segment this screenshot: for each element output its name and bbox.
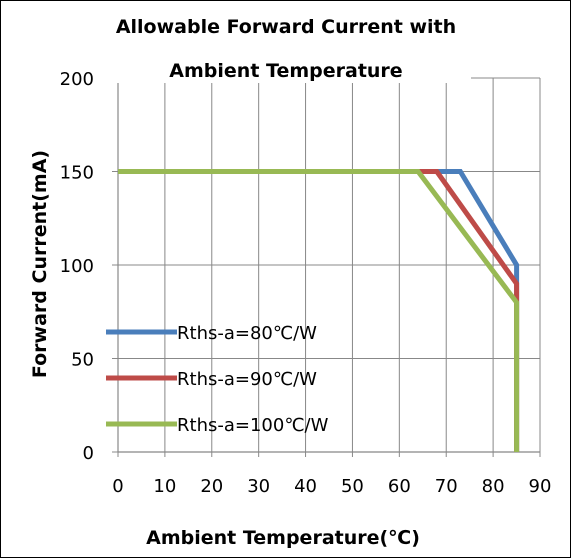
title-backdrop <box>101 61 471 83</box>
y-tick-label-3: 150 <box>60 163 94 184</box>
x-tick-label-8: 80 <box>482 476 505 497</box>
chart-title-line-1: Allowable Forward Current with <box>116 16 456 38</box>
y-tick-label-1: 50 <box>71 350 94 371</box>
y-tick-label-2: 100 <box>60 256 94 277</box>
chart-title-line-2: Ambient Temperature <box>169 60 402 82</box>
x-tick-label-6: 60 <box>388 476 411 497</box>
legend: Rths-a=80℃/W Rths-a=90℃/W Rths-a=100℃/W <box>106 323 329 436</box>
x-tick-label-1: 10 <box>153 476 176 497</box>
x-tick-label-7: 70 <box>435 476 458 497</box>
series-lines <box>118 169 520 452</box>
x-axis-title: Ambient Temperature(℃) <box>146 527 420 549</box>
y-tick-label-0: 0 <box>83 443 94 464</box>
x-tick-label-4: 40 <box>294 476 317 497</box>
y-tick-label-4: 200 <box>60 69 94 90</box>
axes <box>112 77 541 457</box>
grid <box>117 77 541 453</box>
y-axis-title: Forward Current(mA) <box>29 150 51 378</box>
x-tick-label-5: 50 <box>341 476 364 497</box>
legend-label-1: Rths-a=90℃/W <box>177 369 317 390</box>
x-tick-label-9: 90 <box>529 476 552 497</box>
x-tick-label-3: 30 <box>247 476 270 497</box>
legend-label-2: Rths-a=100℃/W <box>177 415 329 436</box>
x-tick-label-0: 0 <box>112 476 123 497</box>
series-line-1 <box>118 169 520 452</box>
x-tick-label-2: 20 <box>200 476 223 497</box>
series-line-0 <box>118 169 520 452</box>
legend-label-0: Rths-a=80℃/W <box>177 323 317 344</box>
series-line-2 <box>118 169 520 452</box>
tick-labels: 0 10 20 30 40 50 60 70 80 90 0 50 100 150 200 <box>60 69 552 497</box>
